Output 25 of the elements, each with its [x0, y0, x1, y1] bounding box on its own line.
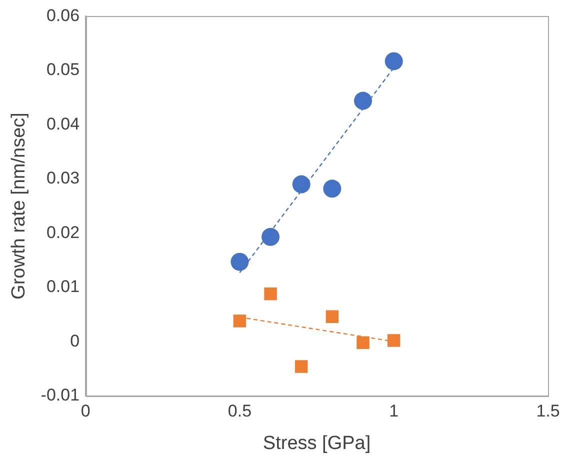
y-tick-label: 0.05 — [46, 60, 80, 80]
y-axis-title: Growth rate [nm/nsec] — [8, 112, 30, 300]
point — [230, 252, 249, 271]
point — [384, 52, 403, 70]
point — [323, 180, 342, 198]
y-tick-label: 0.02 — [46, 222, 80, 242]
point — [354, 92, 372, 110]
x-axis-title: Stress [GPa] — [262, 432, 371, 454]
point — [292, 175, 310, 194]
point — [264, 287, 277, 300]
point — [387, 334, 400, 347]
x-tick-label: 0.5 — [228, 402, 252, 421]
y-tick-label: -0.01 — [40, 385, 80, 404]
y-tick-label: 0 — [70, 331, 80, 350]
y-tick-label: 0.06 — [46, 6, 80, 25]
x-tick-label: 1.5 — [536, 402, 560, 421]
point — [326, 310, 339, 323]
x-tick-label: 1 — [389, 402, 399, 421]
y-tick-label: 0.04 — [46, 114, 80, 134]
point — [294, 360, 308, 373]
y-tick-label: 0.03 — [46, 168, 80, 188]
point — [233, 314, 246, 328]
point — [356, 336, 370, 350]
y-tick-label: 0.01 — [46, 277, 80, 296]
point — [262, 228, 280, 246]
